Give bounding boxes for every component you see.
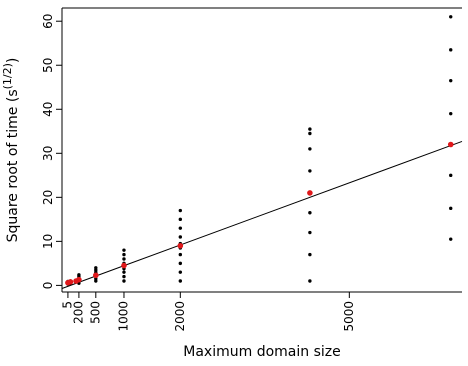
observation-point [308, 147, 312, 151]
mean-point [93, 272, 99, 279]
y-axis-ticks: 0 10 20 30 40 50 60 [41, 14, 62, 290]
observation-point [449, 111, 453, 116]
observation-point [449, 15, 453, 19]
x-axis-label: Maximum domain size [183, 344, 340, 360]
mean-point [307, 190, 313, 196]
observation-point [178, 270, 183, 274]
y-tick-label: 20 [41, 190, 55, 205]
observation-point [308, 169, 312, 173]
mean-point [76, 276, 82, 283]
observation-point [122, 274, 126, 279]
x-tick-label: 200 [71, 301, 85, 324]
y-tick-label: 10 [41, 234, 55, 249]
y-tick-label: 40 [41, 102, 55, 117]
observation-point [308, 230, 312, 235]
observation-point [178, 226, 183, 230]
observation-point [178, 261, 183, 266]
mean-point [447, 141, 454, 148]
observation-point [449, 78, 453, 83]
observation-point [449, 48, 453, 52]
observation-point [178, 235, 183, 239]
observation-point [178, 217, 183, 222]
observation-point [122, 279, 126, 283]
x-tick-label: 1000 [116, 301, 130, 332]
x-tick-label: 5000 [342, 301, 356, 332]
fit-line [61, 140, 463, 289]
observation-point [94, 266, 98, 270]
observation-point [178, 252, 183, 257]
observation-point [122, 270, 126, 274]
observation-points [66, 15, 453, 286]
observation-point [308, 279, 312, 283]
y-tick-label: 0 [41, 282, 55, 290]
y-tick-label: 50 [41, 58, 55, 73]
x-tick-label: 5 [60, 301, 74, 309]
y-tick-label: 60 [41, 14, 55, 29]
y-axis-label-main: Square root of time (s [5, 89, 21, 242]
observation-point [122, 248, 126, 252]
x-tick-label: 500 [88, 301, 102, 324]
y-axis-label-superscript: (1/2) [1, 63, 14, 89]
observation-point [308, 127, 312, 131]
observation-point [178, 208, 183, 213]
y-axis-label: Square root of time (s(1/2)) [1, 58, 21, 243]
observation-point [122, 252, 126, 257]
mean-point [121, 262, 127, 269]
mean-points [65, 141, 454, 286]
observation-point [178, 279, 183, 283]
observation-point [122, 257, 126, 261]
observation-point [449, 173, 453, 178]
observation-point [449, 206, 453, 211]
y-tick-label: 30 [41, 146, 55, 161]
x-tick-label: 2000 [173, 301, 187, 332]
mean-point [177, 242, 184, 249]
observation-point [77, 273, 81, 277]
observation-point [308, 131, 312, 136]
observation-point [308, 252, 312, 257]
y-axis-label-close: ) [5, 58, 21, 63]
observation-point [449, 237, 453, 241]
mean-point [67, 279, 74, 285]
observation-point [308, 211, 312, 215]
plot-frame [61, 7, 462, 293]
